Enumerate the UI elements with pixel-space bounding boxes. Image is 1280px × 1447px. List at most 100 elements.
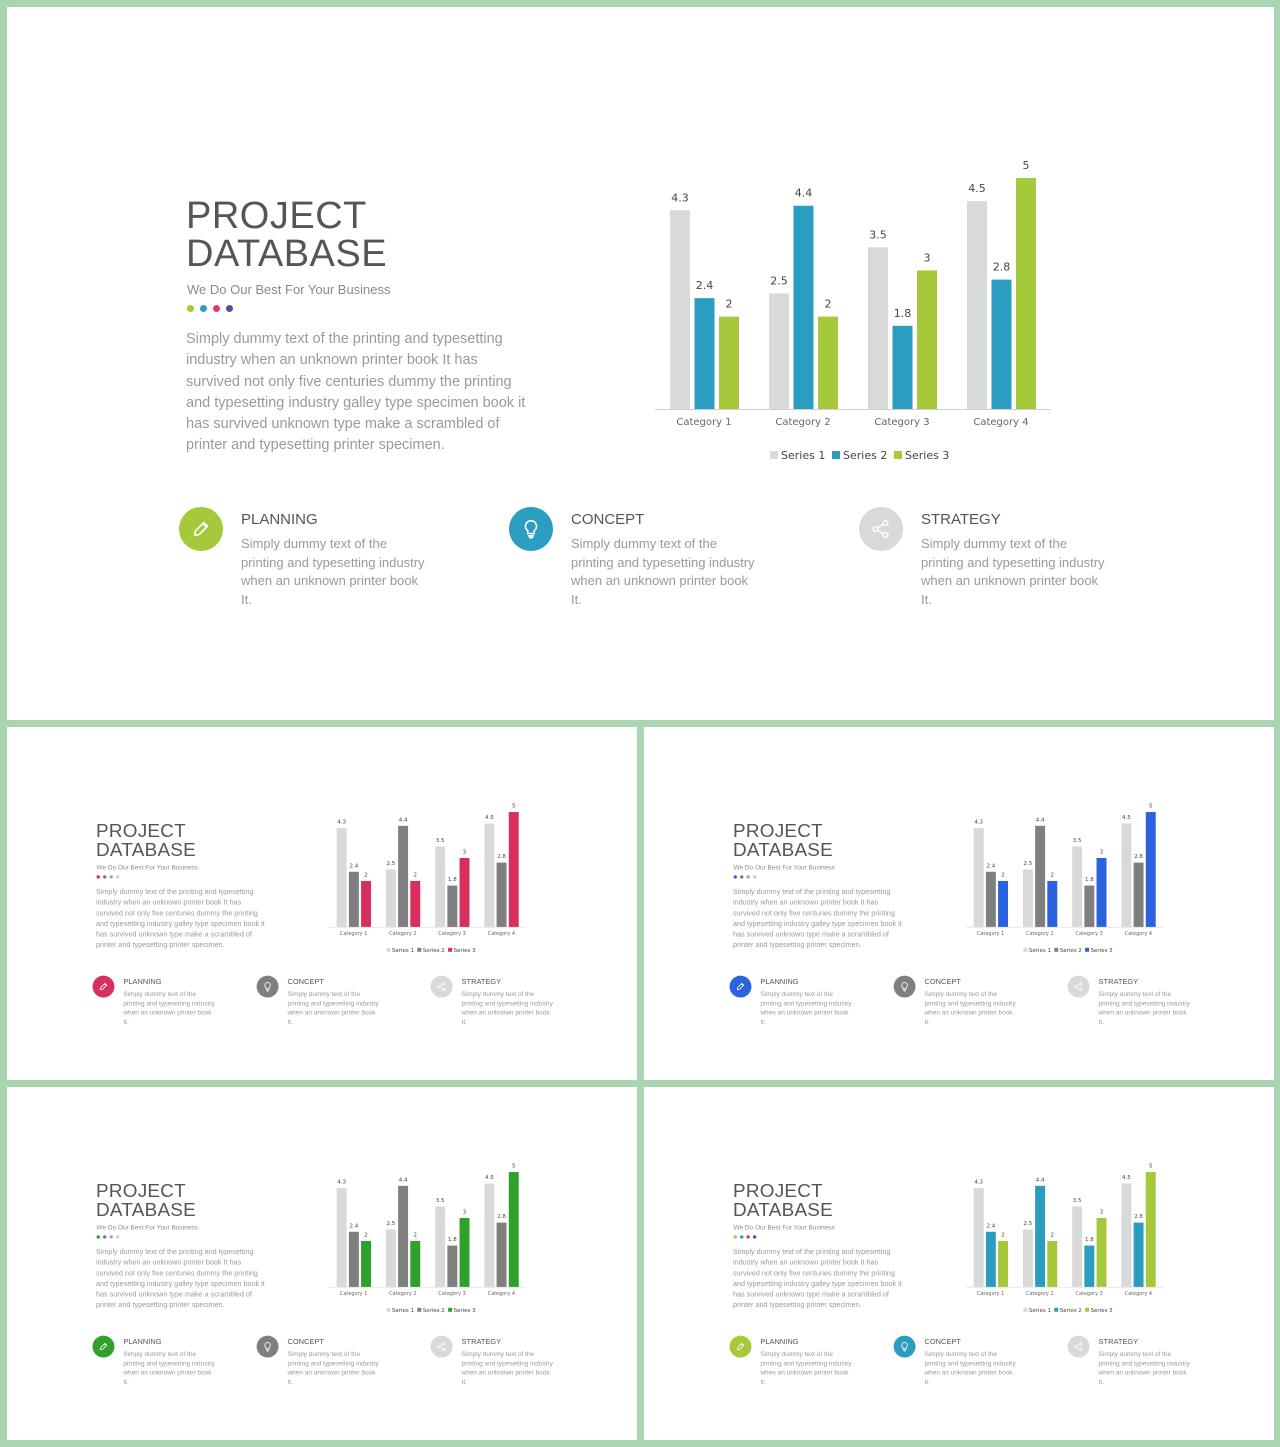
bar-1-series-2 [985,871,996,927]
data-label: 3.5 [1073,1198,1082,1204]
legend-swatch [448,1307,453,1312]
slide-subtitle: We Do Our Best For Your Business [733,1223,835,1232]
feature-description: Simply dummy text of the printing and ty… [924,1350,1016,1386]
legend-swatch [1085,1307,1090,1312]
pencil-icon [729,975,752,998]
lightbulb-icon [256,975,279,998]
bar-3-series-3 [1096,857,1107,927]
legend-label: Series 1 [392,948,414,954]
slide-title: PROJECT DATABASE [733,821,833,859]
bar-1-series-1 [973,1188,984,1287]
bar-3-series-2 [1084,1245,1095,1287]
data-label: 1.8 [1085,1237,1094,1243]
title-line-1: PROJECT [733,820,823,842]
category-label: Category 4 [1125,931,1152,937]
legend-item-series-2: Series 2 [832,449,887,462]
slide-subtitle: We Do Our Best For Your Business [96,863,198,872]
feature-description: Simply dummy text of the printing and ty… [123,990,215,1026]
legend-item-series-3: Series 3 [448,948,476,954]
accent-dot [739,1235,744,1239]
legend-swatch [1054,1307,1059,1312]
bar-3-series-2 [447,1245,458,1287]
slide-title: PROJECT DATABASE [733,1181,833,1219]
legend-item-series-2: Series 2 [417,1308,445,1314]
data-label: 2.8 [993,261,1011,274]
data-label: 3 [924,251,931,264]
feature-description: Simply dummy text of the printing and ty… [760,990,852,1026]
accent-dot [115,875,120,879]
feature-title: PLANNING [760,977,799,987]
data-label: 2.5 [770,275,788,288]
data-label: 2.8 [1134,854,1143,860]
category-label: Category 3 [874,417,929,428]
data-label: 2.4 [696,279,714,292]
bar-4-series-3 [508,1172,519,1287]
bar-3-series-3 [459,1217,470,1287]
pencil-icon [729,1335,752,1358]
slide-main: PROJECT DATABASE We Do Our Best For Your B… [7,7,1274,720]
category-label: Category 4 [488,1291,515,1297]
accent-dot [102,1235,107,1239]
accent-dot [96,1235,100,1239]
accent-dot [109,875,113,879]
bar-3-series-2 [1084,885,1095,927]
legend-label: Series 1 [392,1308,414,1314]
slide-content: PROJECT DATABASE We Do Our Best For Your B… [644,1087,1274,1440]
feature-title: STRATEGY [1098,977,1139,987]
legend-label: Series 2 [843,449,887,462]
data-label: 2.5 [1024,861,1033,867]
share-icon [859,507,903,551]
slide-content: PROJECT DATABASE We Do Our Best For Your B… [7,1087,637,1440]
chart-area: 4.3 2.4 2 Category 1 2.5 4.4 2 Category 2 3.5 1.8… [957,1157,1166,1329]
bar-1-series-3 [361,1240,372,1287]
bar-1-series-2 [694,298,715,409]
bar-1-series-2 [348,871,359,927]
legend-swatch [1085,947,1090,952]
legend-swatch [1023,947,1028,952]
bar-2-series-2 [398,1185,409,1287]
bar-4-series-3 [1145,1172,1156,1287]
bar-3-series-2 [447,885,458,927]
legend-label: Series 2 [1060,948,1082,954]
data-label: 2 [1051,1232,1054,1238]
bar-2-series-1 [769,293,789,409]
category-label: Category 3 [1075,931,1102,937]
bar-2-series-1 [385,1229,396,1287]
legend-label: Series 2 [423,948,445,954]
bar-4-series-1 [1121,823,1132,927]
accent-dots [96,875,123,880]
feature-title: PLANNING [760,1337,799,1347]
data-label: 2.5 [387,1221,396,1227]
legend-label: Series 3 [454,1308,477,1314]
legend-item-series-1: Series 1 [1023,1308,1051,1314]
data-label: 2 [726,298,733,311]
data-label: 3.5 [436,838,445,844]
data-label: 2.8 [497,854,506,860]
accent-dot [187,305,194,312]
bar-4-series-1 [484,1183,495,1287]
legend-label: Series 1 [1029,948,1051,954]
category-label: Category 4 [973,417,1028,428]
data-label: 2.5 [387,861,396,867]
feature-title: STRATEGY [461,977,502,987]
body-paragraph: Simply dummy text of the printing and ty… [186,331,526,454]
data-label: 4.3 [974,1180,983,1186]
category-label: Category 1 [340,1291,367,1297]
bar-4-series-3 [1145,812,1156,927]
category-label: Category 4 [488,931,515,937]
accent-dot [739,875,744,879]
data-label: 2.4 [987,1223,996,1229]
legend-swatch [1023,1307,1028,1312]
pencil-icon [92,975,115,998]
data-label: 3 [1100,1210,1104,1216]
legend-item-series-1: Series 1 [1023,948,1051,954]
bar-2-series-2 [398,825,409,927]
legend-swatch [770,451,778,459]
data-label: 3 [463,850,467,856]
accent-dot [733,875,737,879]
category-label: Category 3 [438,931,465,937]
bar-1-series-1 [336,828,347,927]
title-line-2: DATABASE [96,1199,197,1221]
feature-title: CONCEPT [924,977,961,987]
category-label: Category 3 [1075,1291,1102,1297]
